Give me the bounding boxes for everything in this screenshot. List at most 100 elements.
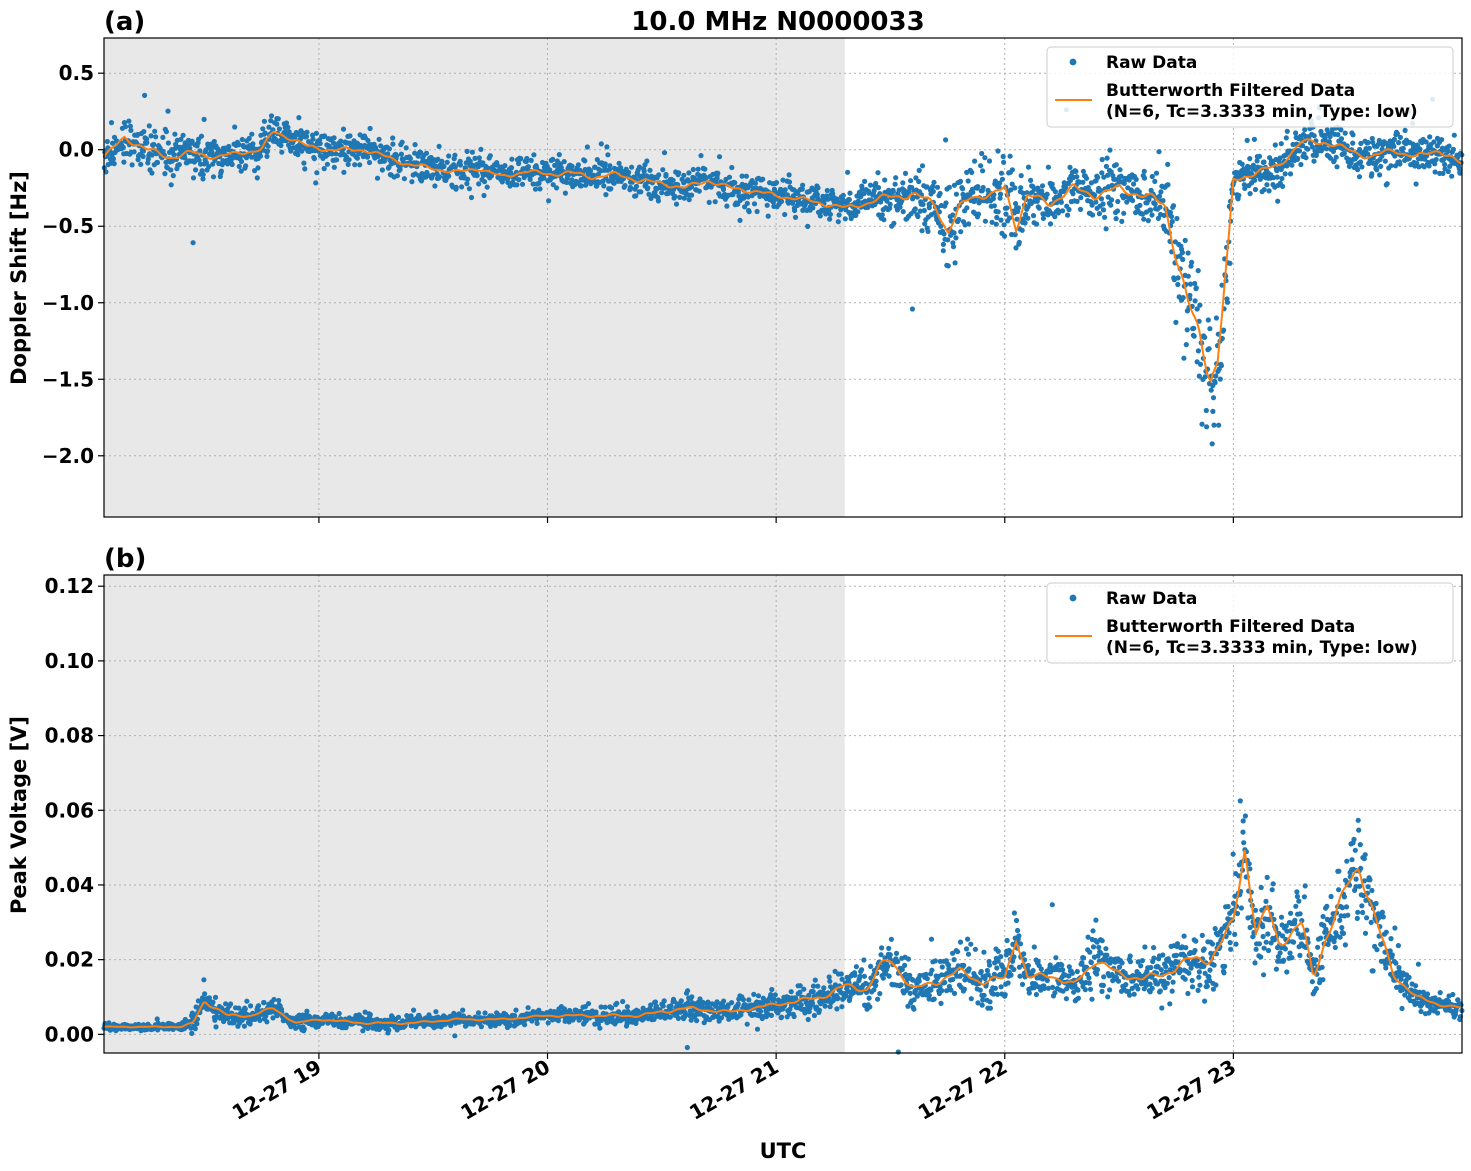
- panel-a-raw-point: [1400, 145, 1406, 151]
- panel-a-raw-point: [149, 170, 155, 176]
- panel-a-raw-point: [525, 164, 532, 170]
- panel-b-raw-point: [1169, 988, 1175, 994]
- panel-b-raw-point: [968, 996, 974, 1002]
- panel-b-raw-point: [746, 997, 752, 1003]
- panel-a-raw-point: [941, 231, 947, 237]
- panel-b-raw-point: [977, 987, 983, 993]
- panel-b-raw-point: [1225, 903, 1231, 910]
- panel-a-raw-point: [379, 167, 385, 173]
- panel-a-raw-point: [1446, 143, 1452, 149]
- panel-b-raw-point: [1265, 931, 1271, 937]
- panel-b-raw-point: [1282, 946, 1288, 952]
- panel-a-raw-point: [1089, 202, 1095, 208]
- panel-a-raw-point: [1202, 374, 1208, 380]
- panel-a-raw-point: [1141, 175, 1148, 181]
- panel-b-raw-point: [257, 1017, 263, 1024]
- panel-b-raw-point: [1242, 813, 1248, 819]
- panel-a-legend-raw: Raw Data: [1106, 53, 1197, 73]
- panel-a-raw-point: [142, 92, 148, 98]
- panel-b-raw-point: [821, 985, 827, 991]
- panel-a-raw-point: [457, 162, 463, 168]
- panel-a-raw-point: [989, 219, 995, 225]
- panel-a-raw-point: [845, 169, 851, 175]
- panel-a-raw-point: [716, 154, 723, 160]
- panel-a-raw-point: [303, 133, 310, 140]
- panel-a-raw-point: [569, 163, 575, 169]
- panel-a-raw-point: [760, 176, 766, 182]
- panel-a-raw-point: [562, 190, 569, 196]
- panel-a-raw-point: [1095, 174, 1101, 180]
- panel-a-raw-point: [121, 120, 127, 126]
- panel-a-raw-point: [972, 158, 978, 164]
- panel-a-raw-point: [943, 200, 949, 206]
- panel-b-raw-point: [1221, 970, 1227, 976]
- panel-a-raw-point: [986, 158, 993, 164]
- panel-a-raw-point: [110, 156, 116, 162]
- panel-b-raw-point: [1197, 982, 1203, 988]
- panel-a-raw-point: [276, 126, 282, 132]
- panel-b-raw-point: [1030, 968, 1036, 974]
- panel-a-raw-point: [333, 151, 339, 157]
- panel-b-raw-point: [624, 1004, 631, 1010]
- panel-a-raw-point: [1397, 161, 1403, 167]
- panel-b-raw-point: [1035, 958, 1041, 964]
- panel-a-raw-point: [249, 154, 255, 160]
- panel-a-raw-point: [264, 153, 270, 159]
- panel-a-raw-point: [1012, 185, 1018, 191]
- panel-b-raw-point: [1240, 829, 1246, 835]
- panel-a-raw-point: [1001, 222, 1007, 228]
- panel-b-raw-point: [867, 1004, 873, 1010]
- panel-a-raw-point: [1015, 205, 1022, 211]
- panel-a-raw-point: [887, 201, 893, 207]
- panel-a-raw-point: [178, 136, 184, 142]
- panel-a-raw-point: [170, 173, 176, 179]
- panel-a-raw-point: [1187, 281, 1194, 287]
- panel-b-raw-point: [1226, 930, 1232, 936]
- panel-a-raw-point: [398, 151, 404, 157]
- panel-a-raw-point: [334, 157, 340, 163]
- panel-b-raw-point: [868, 963, 874, 970]
- panel-b-raw-point: [154, 1016, 160, 1022]
- panel-b-raw-point: [972, 946, 979, 952]
- panel-b-raw-point: [1278, 914, 1285, 920]
- panel-b-raw-point: [1101, 974, 1107, 980]
- panel-a-raw-point: [481, 179, 488, 185]
- panel-a-raw-point: [917, 208, 923, 214]
- panel-a-raw-point: [1242, 185, 1248, 191]
- panel-a-raw-point: [745, 194, 751, 200]
- panel-a-raw-point: [743, 173, 750, 179]
- panel-b-raw-point: [754, 1026, 761, 1032]
- panel-a-raw-point: [366, 159, 373, 166]
- panel-b-raw-point: [835, 995, 841, 1001]
- panel-b-raw-point: [241, 1023, 247, 1029]
- panel-a-raw-point: [436, 143, 442, 149]
- panel-a-raw-point: [257, 153, 264, 159]
- panel-a-raw-point: [1442, 161, 1448, 168]
- panel-a-raw-point: [698, 153, 704, 159]
- panel-b-raw-point: [961, 962, 967, 969]
- panel-a-raw-point: [790, 200, 796, 206]
- panel-a-raw-point: [476, 181, 482, 187]
- panel-b-raw-point: [839, 1004, 845, 1010]
- panel-a-raw-point: [452, 164, 458, 170]
- panel-a-raw-point: [1450, 146, 1456, 152]
- panel-b-raw-point: [1148, 964, 1154, 971]
- panel-b-raw-point: [545, 1020, 551, 1026]
- panel-b-raw-point: [877, 991, 883, 997]
- panel-a-raw-point: [1206, 346, 1212, 352]
- panel-b-raw-point: [276, 997, 282, 1004]
- panel-a-raw-point: [1121, 210, 1127, 216]
- panel-b-raw-point: [1252, 960, 1258, 966]
- panel-a-raw-point: [1378, 163, 1384, 169]
- panel-a-raw-point: [1145, 218, 1151, 224]
- panel-b-raw-point: [1263, 898, 1269, 905]
- panel-a-raw-point: [1006, 215, 1013, 221]
- panel-a-raw-point: [1431, 139, 1437, 145]
- panel-a-raw-point: [1217, 376, 1223, 382]
- panel-a-raw-point: [1034, 221, 1040, 227]
- panel-a-raw-point: [1283, 135, 1289, 141]
- panel-a-raw-point: [1158, 189, 1164, 195]
- panel-a-raw-point: [997, 191, 1004, 197]
- panel-a-raw-point: [999, 176, 1006, 182]
- panel-b-raw-point: [965, 936, 971, 942]
